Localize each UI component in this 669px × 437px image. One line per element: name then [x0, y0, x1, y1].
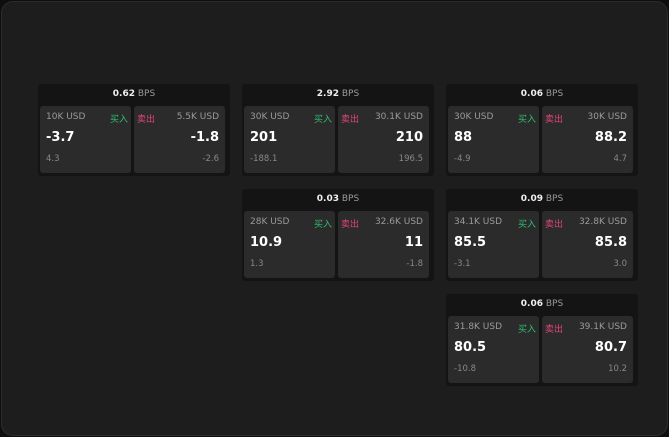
- buy-quantity: 34.1K USD: [454, 217, 503, 227]
- spread-header: 0.62 BPS: [38, 84, 230, 105]
- buy-price: 80.5: [454, 340, 487, 355]
- buy-label: 买入: [109, 115, 128, 125]
- spread-header: 0.06 BPS: [446, 294, 638, 315]
- sell-quantity: 5.5K USD: [176, 112, 219, 122]
- sell-price: 80.7: [594, 340, 627, 355]
- buy-price: 10.9: [250, 235, 283, 250]
- quote-card: 0.62 BPS 10K USD 买入 -3.7 4.3 卖出 5.5K USD…: [38, 84, 230, 176]
- buy-change: -3.1: [454, 259, 471, 269]
- spread-header: 0.06 BPS: [446, 84, 638, 105]
- sell-change: -2.6: [202, 154, 219, 164]
- buy-label: 买入: [313, 115, 332, 125]
- sell-price: -1.8: [190, 130, 219, 145]
- buy-change: -188.1: [250, 154, 278, 164]
- buy-change: 1.3: [250, 259, 264, 269]
- buy-price: 88: [454, 130, 473, 145]
- sell-quantity: 30K USD: [587, 112, 627, 122]
- buy-label: 买入: [313, 220, 332, 230]
- spread-value: 0.09: [520, 194, 543, 204]
- sell-change: -1.8: [406, 259, 423, 269]
- sell-change: 4.7: [613, 154, 627, 164]
- spread-header: 0.09 BPS: [446, 189, 638, 210]
- spread-value: 0.06: [520, 299, 543, 309]
- spread-value: 2.92: [316, 89, 339, 99]
- buy-quantity: 28K USD: [250, 217, 290, 227]
- buy-change: 4.3: [46, 154, 60, 164]
- buy-label: 买入: [517, 220, 536, 230]
- quote-card: 0.03 BPS 28K USD 买入 10.9 1.3 卖出 32.6K US…: [242, 189, 434, 281]
- sell-button[interactable]: 卖出 32.8K USD 85.8 3.0: [542, 211, 633, 278]
- sell-quantity: 32.8K USD: [578, 217, 627, 227]
- sell-label: 卖出: [137, 115, 156, 125]
- buy-button[interactable]: 34.1K USD 买入 85.5 -3.1: [448, 211, 539, 278]
- sell-button[interactable]: 卖出 5.5K USD -1.8 -2.6: [134, 106, 225, 173]
- sell-change: 3.0: [613, 259, 627, 269]
- sell-quantity: 39.1K USD: [578, 322, 627, 332]
- sell-change: 196.5: [398, 154, 423, 164]
- sell-quantity: 30.1K USD: [374, 112, 423, 122]
- spread-header: 0.03 BPS: [242, 189, 434, 210]
- spread-unit: BPS: [545, 89, 564, 99]
- sell-button[interactable]: 卖出 30K USD 88.2 4.7: [542, 106, 633, 173]
- quote-card: 0.09 BPS 34.1K USD 买入 85.5 -3.1 卖出 32.8K…: [446, 189, 638, 281]
- buy-change: -4.9: [454, 154, 471, 164]
- sell-label: 卖出: [545, 220, 564, 230]
- spread-unit: BPS: [137, 89, 156, 99]
- buy-price: 201: [250, 130, 278, 145]
- quote-card: 0.06 BPS 31.8K USD 买入 80.5 -10.8 卖出 39.1…: [446, 294, 638, 386]
- buy-price: -3.7: [46, 130, 75, 145]
- quote-card: 2.92 BPS 30K USD 买入 201 -188.1 卖出 30.1K …: [242, 84, 434, 176]
- spread-unit: BPS: [341, 194, 360, 204]
- sell-price: 210: [395, 130, 423, 145]
- spread-value: 0.62: [112, 89, 135, 99]
- buy-quantity: 31.8K USD: [454, 322, 503, 332]
- buy-button[interactable]: 30K USD 买入 201 -188.1: [244, 106, 335, 173]
- sell-label: 卖出: [341, 220, 360, 230]
- buy-label: 买入: [517, 115, 536, 125]
- sell-price: 11: [404, 235, 423, 250]
- sell-button[interactable]: 卖出 32.6K USD 11 -1.8: [338, 211, 429, 278]
- sell-label: 卖出: [545, 325, 564, 335]
- buy-quantity: 30K USD: [250, 112, 290, 122]
- buy-price: 85.5: [454, 235, 487, 250]
- spread-unit: BPS: [341, 89, 360, 99]
- sell-label: 卖出: [341, 115, 360, 125]
- spread-unit: BPS: [545, 194, 564, 204]
- buy-button[interactable]: 30K USD 买入 88 -4.9: [448, 106, 539, 173]
- quote-card: 0.06 BPS 30K USD 买入 88 -4.9 卖出 30K USD 8…: [446, 84, 638, 176]
- sell-label: 卖出: [545, 115, 564, 125]
- buy-label: 买入: [517, 325, 536, 335]
- buy-quantity: 30K USD: [454, 112, 494, 122]
- buy-quantity: 10K USD: [46, 112, 86, 122]
- buy-button[interactable]: 10K USD 买入 -3.7 4.3: [40, 106, 131, 173]
- buy-button[interactable]: 28K USD 买入 10.9 1.3: [244, 211, 335, 278]
- spread-unit: BPS: [545, 299, 564, 309]
- buy-button[interactable]: 31.8K USD 买入 80.5 -10.8: [448, 316, 539, 383]
- sell-button[interactable]: 卖出 39.1K USD 80.7 10.2: [542, 316, 633, 383]
- sell-price: 85.8: [594, 235, 627, 250]
- spread-header: 2.92 BPS: [242, 84, 434, 105]
- sell-change: 10.2: [608, 364, 627, 374]
- spread-value: 0.03: [316, 194, 339, 204]
- spread-value: 0.06: [520, 89, 543, 99]
- sell-button[interactable]: 卖出 30.1K USD 210 196.5: [338, 106, 429, 173]
- buy-change: -10.8: [454, 364, 476, 374]
- sell-price: 88.2: [594, 130, 627, 145]
- sell-quantity: 32.6K USD: [374, 217, 423, 227]
